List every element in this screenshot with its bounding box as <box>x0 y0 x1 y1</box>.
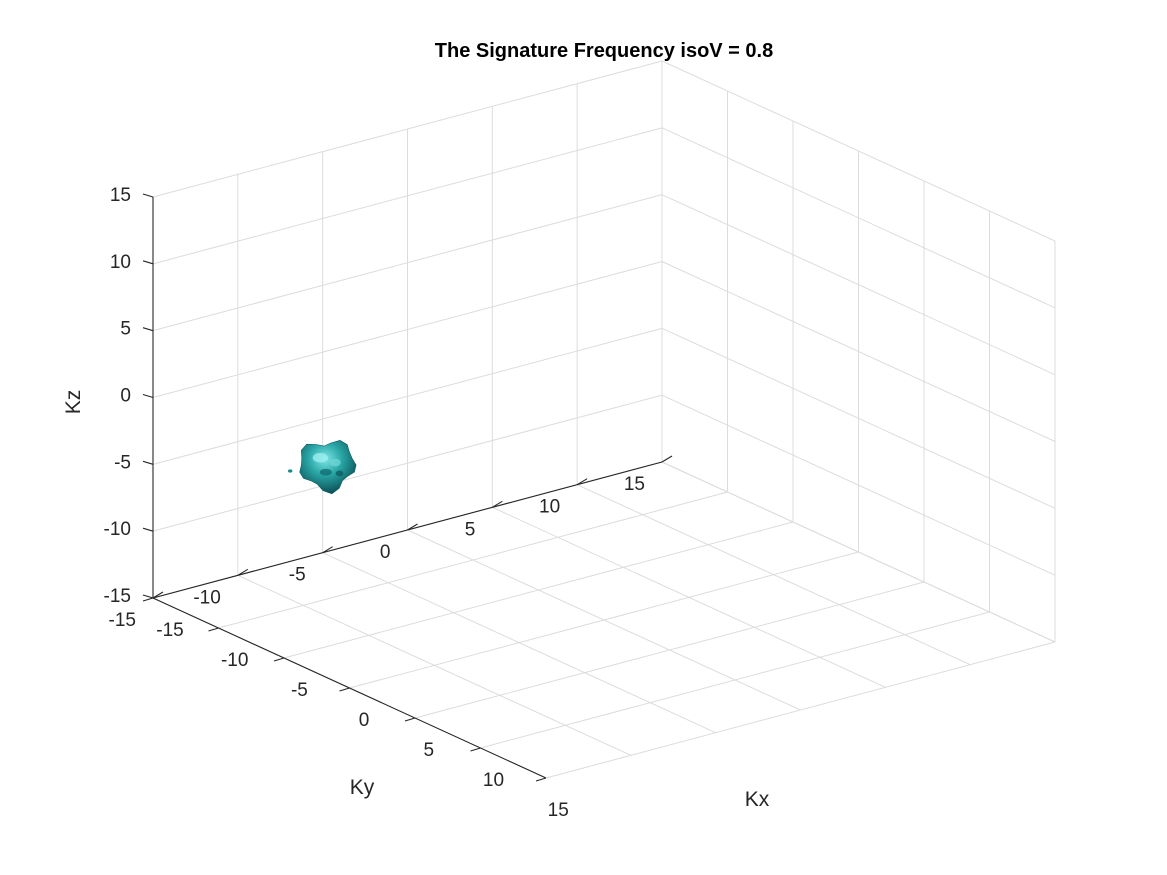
x-tick-mark <box>404 717 416 722</box>
tick-labels-layer: -15 -10 -5 0 5 10 15 -15 -10 -5 0 5 10 15 -15 -10 -5 0 5 10… <box>104 185 645 821</box>
grid-line-wall-y-horizontal <box>661 327 1056 509</box>
grid-line-wall-x-horizontal <box>152 60 663 198</box>
z-tick-label: -15 <box>104 586 131 607</box>
grid-line-wall-y-horizontal <box>661 60 1056 242</box>
isosurface-blob <box>299 439 357 495</box>
x-tick-label: -5 <box>291 680 308 701</box>
chart-title: The Signature Frequency isoV = 0.8 <box>435 40 773 62</box>
x-tick-label: -15 <box>156 620 183 641</box>
x-tick-mark <box>273 657 285 662</box>
x-axis-label: Kx <box>745 788 770 811</box>
grid-line-wall-x-horizontal <box>152 127 663 265</box>
y-tick-mark <box>152 591 164 599</box>
y-tick-label: 0 <box>380 542 391 563</box>
y-tick-label: 15 <box>624 474 645 495</box>
y-tick-label: 10 <box>539 497 560 518</box>
isosurface-shading <box>329 458 341 467</box>
z-tick-label: 5 <box>120 319 131 340</box>
z-tick-mark <box>142 527 154 532</box>
grid-line-floor-y <box>576 484 971 666</box>
grid-line-floor-y <box>407 529 801 711</box>
grid-line-wall-x-horizontal <box>152 194 663 332</box>
z-tick-label: 10 <box>110 252 131 273</box>
z-axis-label: Kz <box>62 390 85 415</box>
z-tick-label: -10 <box>104 519 131 540</box>
y-tick-label: -5 <box>289 565 306 586</box>
grid-line-wall-x-horizontal <box>152 394 663 532</box>
x-tick-mark <box>208 627 219 632</box>
isosurface-shading <box>335 470 344 477</box>
grid-line-floor-y <box>237 574 632 756</box>
z-tick-label: 15 <box>110 185 131 206</box>
axes-layer <box>142 193 673 782</box>
grid-line-wall-y-horizontal <box>661 194 1056 376</box>
grid-line-floor-y <box>492 506 886 688</box>
y-tick-label: -15 <box>109 610 136 631</box>
z-tick-mark <box>142 393 154 399</box>
z-tick-mark <box>142 260 154 265</box>
x-tick-label: 10 <box>483 770 504 791</box>
x-tick-label: 5 <box>424 740 435 761</box>
x-tick-label: 15 <box>548 800 569 821</box>
x-tick-label: 0 <box>359 710 370 731</box>
grid-line-wall-x-horizontal <box>152 327 663 465</box>
isosurface-shading <box>319 468 332 476</box>
x-tick-mark <box>470 747 481 752</box>
y-tick-mark <box>492 500 503 508</box>
grid-line-wall-x-horizontal <box>152 261 663 398</box>
isosurface <box>288 439 357 495</box>
x-tick-mark <box>142 597 154 602</box>
y-tick-mark <box>322 546 333 554</box>
y-tick-label: -10 <box>193 587 220 608</box>
x-tick-mark <box>339 687 350 692</box>
z-tick-mark <box>142 460 154 465</box>
y-tick-mark <box>237 568 249 576</box>
isosurface-shading <box>312 452 328 463</box>
y-tick-label: 5 <box>465 519 476 540</box>
isosurface-fragment <box>288 469 293 473</box>
x-tick-mark <box>535 777 547 782</box>
grid-line-wall-y-horizontal <box>661 394 1056 576</box>
y-tick-mark <box>576 478 588 486</box>
z-tick-label: 0 <box>120 386 131 407</box>
z-tick-mark <box>142 327 154 332</box>
z-tick-mark <box>142 594 154 599</box>
grid-layer <box>152 60 1056 779</box>
y-tick-mark <box>407 523 418 531</box>
x-tick-label: -10 <box>221 650 248 671</box>
grid-line-wall-y-horizontal <box>661 461 1056 643</box>
y-tick-mark <box>661 455 673 463</box>
grid-line-floor-y <box>322 552 716 734</box>
z-tick-label: -5 <box>114 452 131 473</box>
z-tick-mark <box>142 193 154 198</box>
y-axis-label: Ky <box>350 776 375 799</box>
grid-line-wall-y-horizontal <box>661 127 1056 309</box>
grid-line-wall-y-horizontal <box>661 261 1056 442</box>
